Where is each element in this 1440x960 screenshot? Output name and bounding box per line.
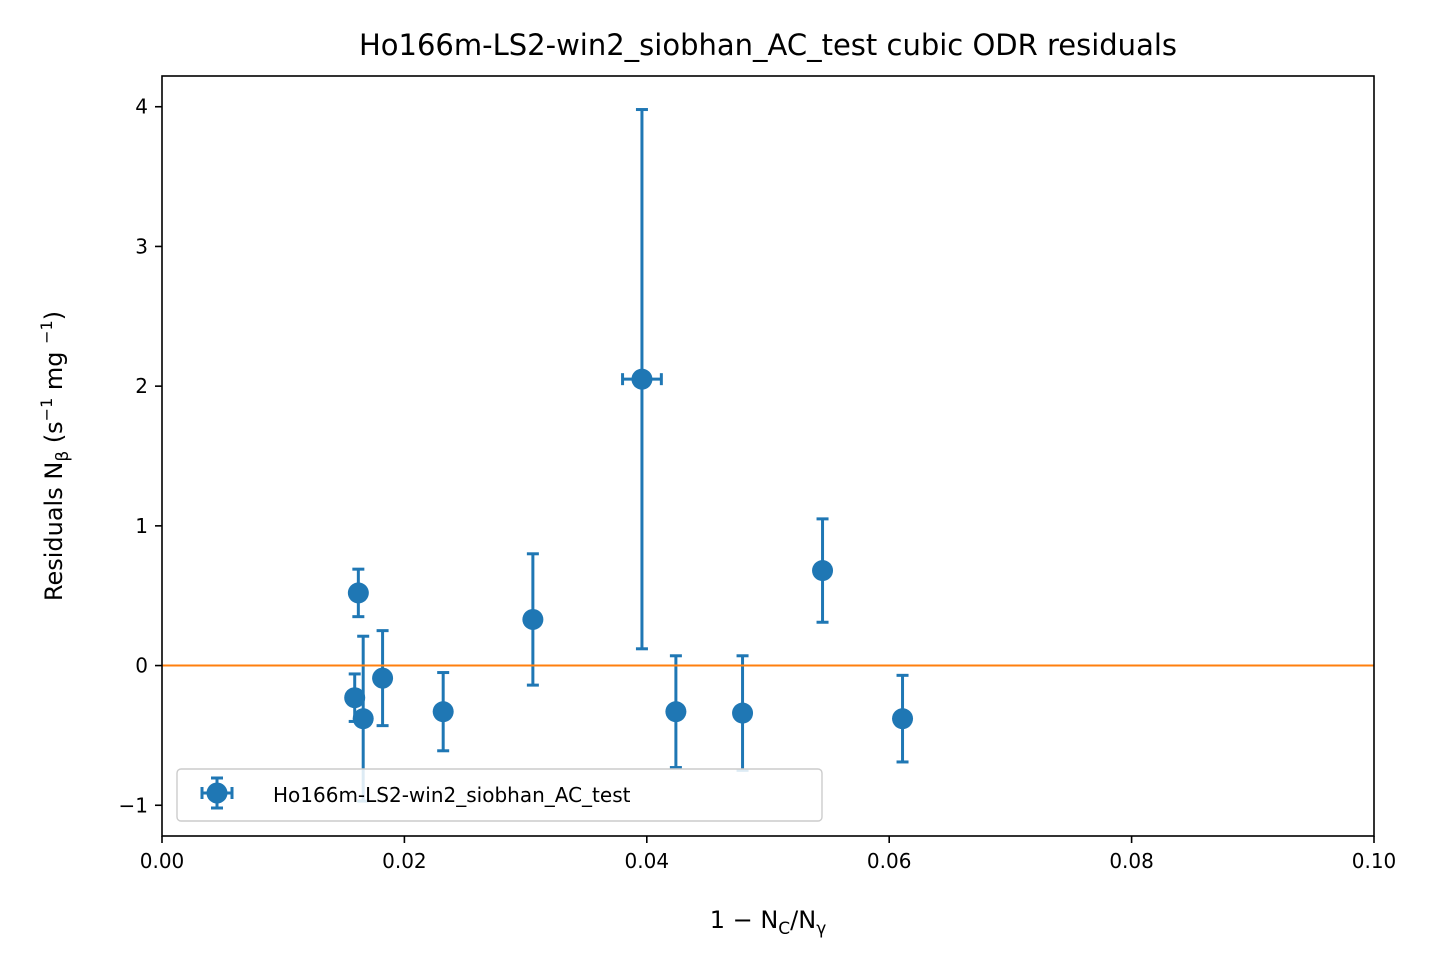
x-axis-label: 1 − NC/Nγ [710,906,827,939]
data-marker [372,667,394,689]
data-marker [522,608,544,630]
legend-marker [200,776,234,810]
x-tick-label-1: 0.02 [382,849,427,873]
data-point-6 [621,108,663,651]
y-tick-label-1: 0 [135,654,148,678]
legend: Ho166m-LS2-win2_siobhan_AC_test [176,768,823,822]
data-point-4 [432,671,454,753]
plot-area [161,75,1375,837]
legend-box [176,768,823,822]
data-point-9 [812,517,834,624]
y-axis-ticks: −1 0 1 2 3 4 [119,95,162,817]
data-marker [892,708,914,730]
x-tick-label-5: 0.10 [1352,849,1397,873]
data-point-5 [522,552,544,687]
data-marker [631,368,653,390]
y-tick-label-5: 4 [135,95,148,119]
data-point-3 [372,629,394,728]
y-tick-label-2: 1 [135,514,148,538]
axes-frame [161,75,1375,837]
x-tick-label-0: 0.00 [140,849,185,873]
data-marker [732,702,754,724]
x-tick-label-3: 0.06 [867,849,912,873]
y-axis-label: Residuals Nβ (s−1 mg −1) [37,311,73,601]
data-marker [352,708,374,730]
x-tick-label-2: 0.04 [625,849,670,873]
x-tick-label-4: 0.08 [1109,849,1154,873]
data-marker [347,582,369,604]
data-marker [812,560,834,582]
y-tick-label-4: 3 [135,234,148,258]
legend-label-0: Ho166m-LS2-win2_siobhan_AC_test [273,783,631,807]
data-point-10 [892,673,914,764]
x-axis-ticks: 0.00 0.02 0.04 0.06 0.08 0.10 [140,836,1397,873]
y-tick-label-3: 2 [135,374,148,398]
data-marker [432,701,454,723]
data-marker [665,701,687,723]
data-point-8 [732,654,754,772]
data-point-1 [347,567,369,619]
data-marks [344,108,914,803]
chart-title: Ho166m-LS2-win2_siobhan_AC_test cubic OD… [359,28,1177,62]
y-tick-label-0: −1 [119,793,148,817]
data-marker [344,687,366,709]
data-point-7 [665,654,687,770]
legend-dot [206,782,228,804]
